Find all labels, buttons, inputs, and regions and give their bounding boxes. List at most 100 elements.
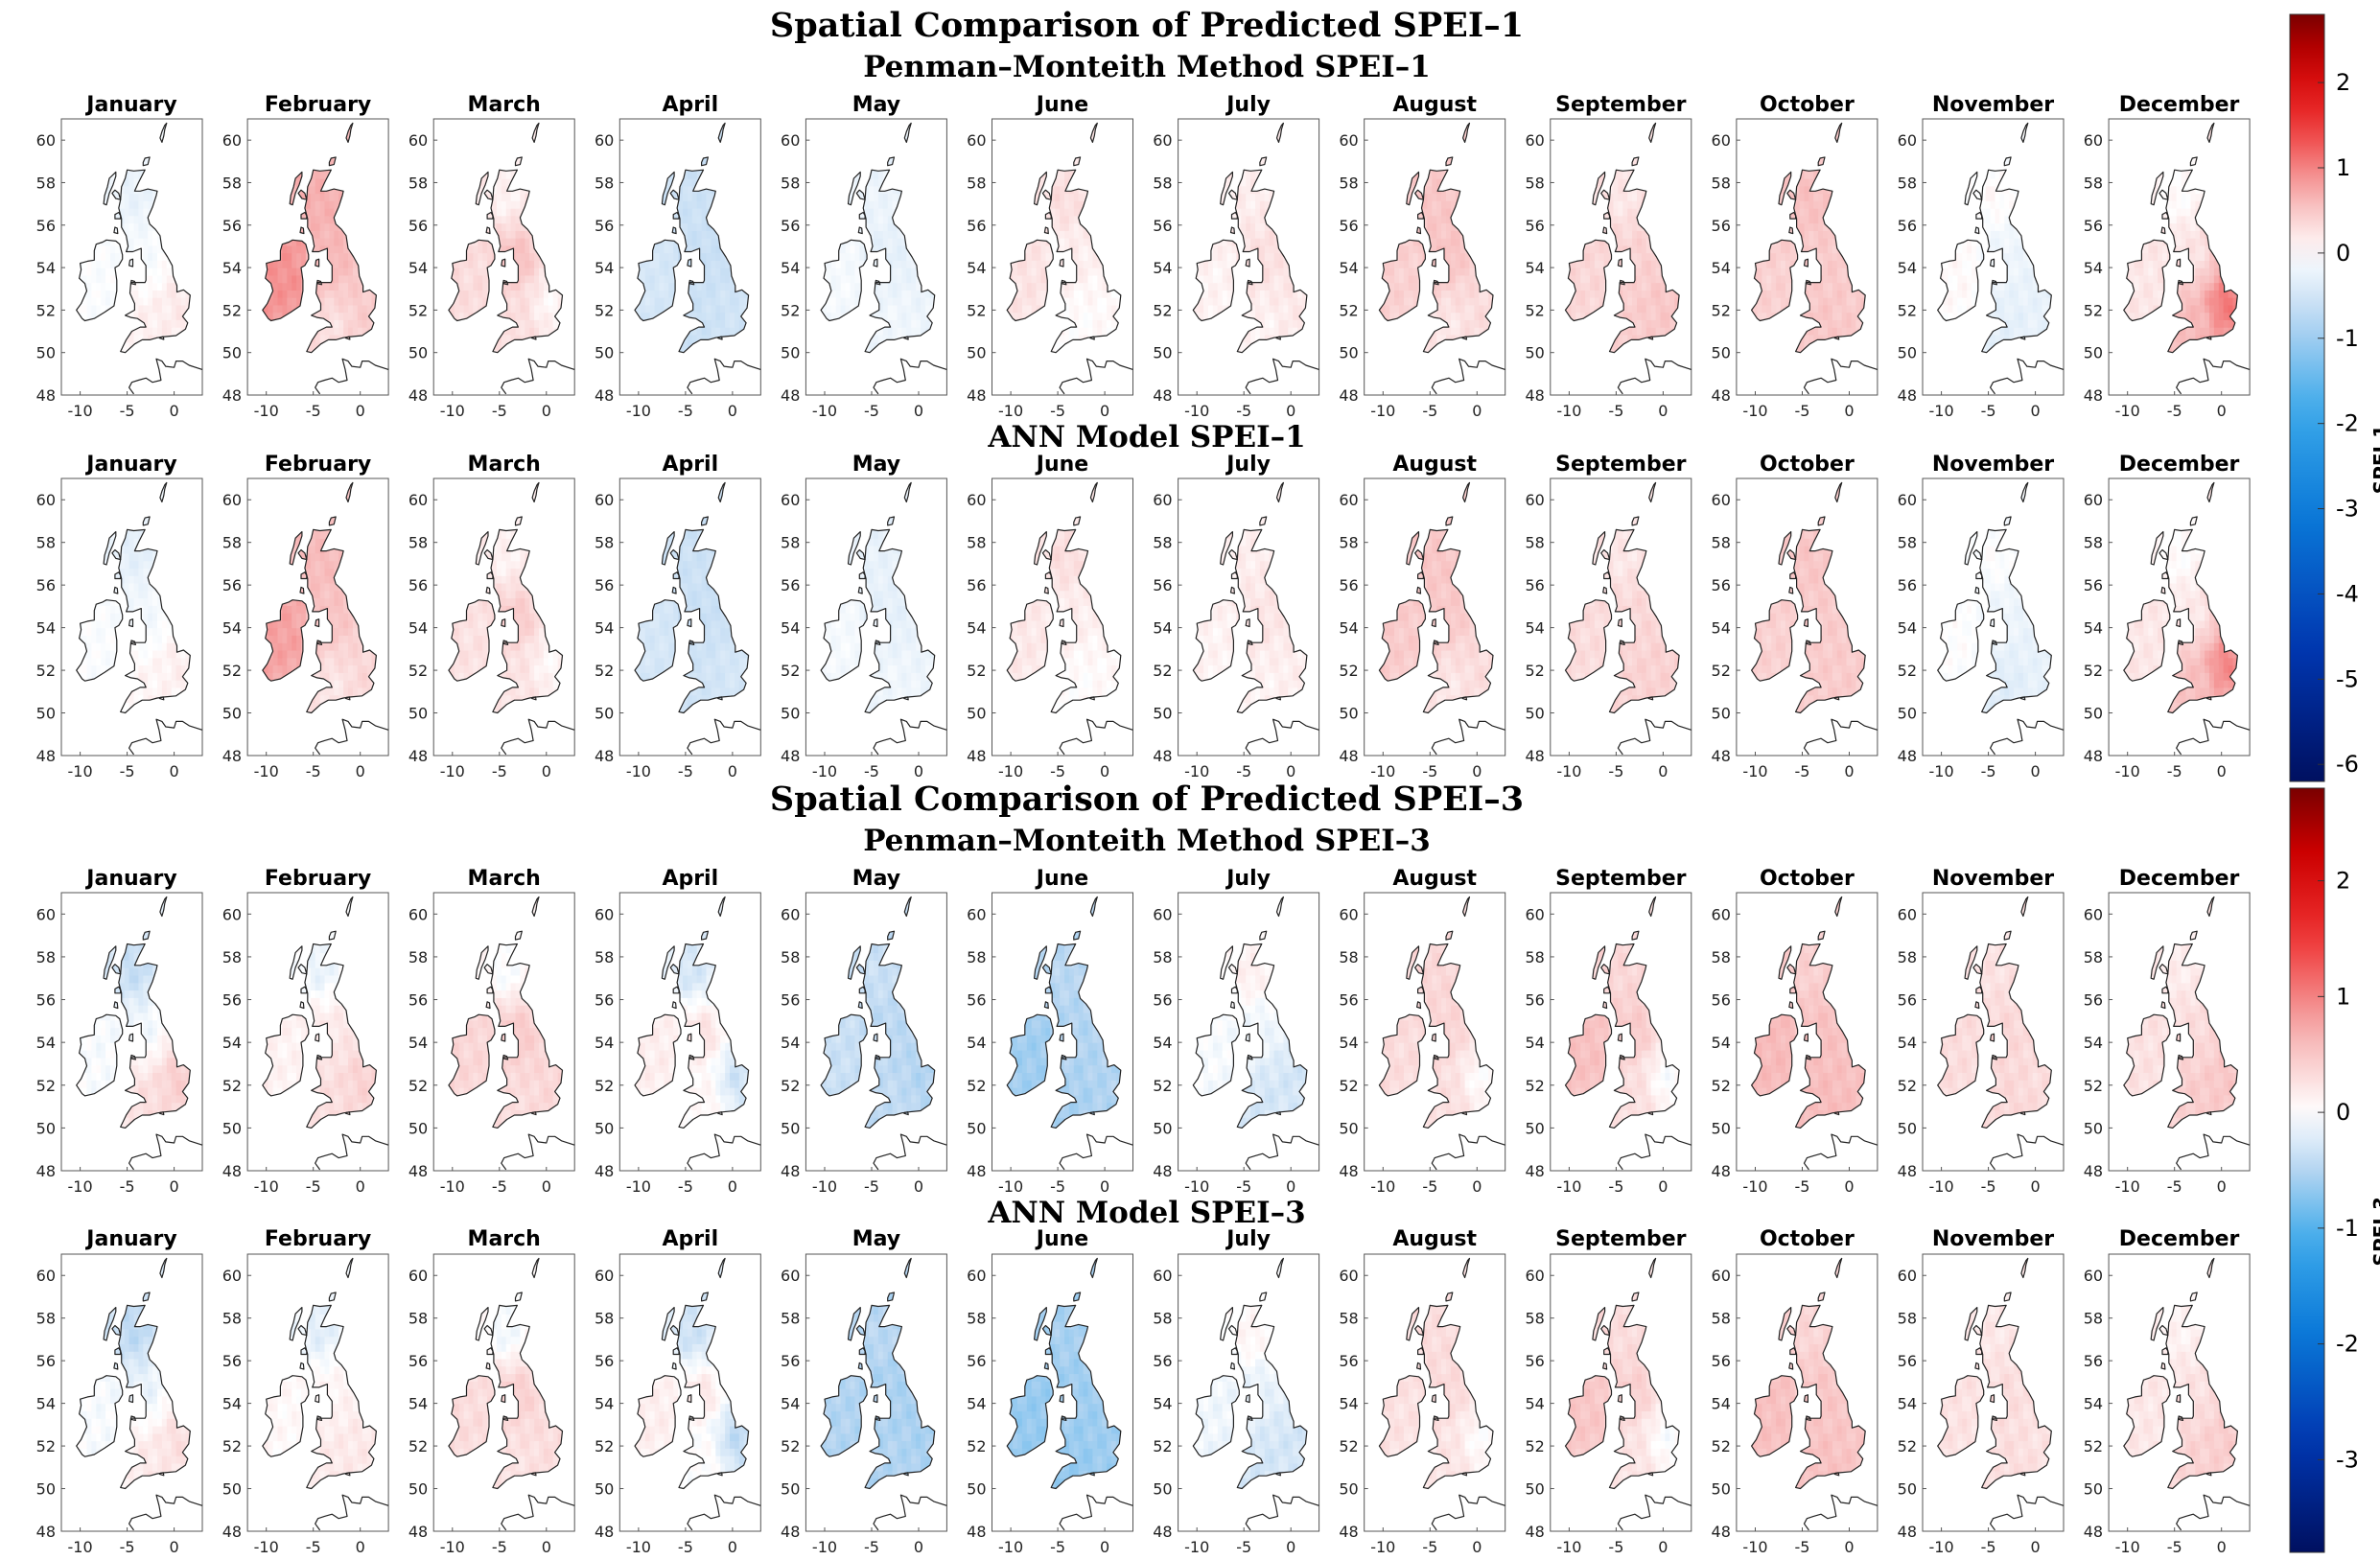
- field-cell: [1102, 215, 1108, 224]
- field-cell: [86, 126, 92, 135]
- field-cell: [1055, 290, 1061, 298]
- field-cell: [1031, 349, 1038, 353]
- field-cell: [473, 208, 478, 217]
- field-cell: [911, 222, 917, 231]
- field-cell: [1036, 319, 1042, 328]
- field-cell: [454, 163, 460, 172]
- field-cell: [458, 260, 465, 268]
- field-cell: [124, 185, 130, 195]
- field-cell: [935, 119, 941, 127]
- field-cell: [654, 238, 661, 246]
- field-cell: [114, 282, 121, 291]
- field-cell: [673, 260, 679, 268]
- field-cell: [282, 222, 288, 231]
- field-cell: [821, 238, 823, 246]
- field-cell: [882, 141, 889, 150]
- field-cell: [911, 341, 917, 350]
- field-cell: [929, 349, 935, 353]
- field-cell: [548, 268, 554, 276]
- field-cell: [96, 252, 102, 261]
- field-cell: [1092, 200, 1098, 209]
- field-cell: [492, 141, 498, 150]
- field-cell: [338, 260, 344, 268]
- field-cell: [105, 304, 111, 314]
- field-cell: [1102, 178, 1108, 187]
- field-cell: [711, 238, 716, 246]
- field-cell: [110, 274, 116, 284]
- field-cell: [874, 215, 879, 224]
- field-cell: [376, 238, 382, 245]
- field-cell: [482, 163, 488, 172]
- field-cell: [534, 178, 540, 187]
- field-cell: [505, 252, 512, 261]
- field-cell: [734, 274, 740, 284]
- field-cell: [720, 185, 726, 195]
- field-cell: [1064, 312, 1070, 320]
- field-cell: [468, 290, 474, 298]
- field-cell: [366, 215, 373, 224]
- field-cell: [649, 123, 656, 128]
- field-cell: [678, 155, 684, 165]
- field-cell: [711, 171, 716, 179]
- field-cell: [338, 163, 344, 172]
- field-cell: [1097, 327, 1103, 336]
- field-cell: [148, 222, 153, 231]
- field-cell: [1083, 282, 1089, 291]
- field-cell: [743, 282, 749, 291]
- field-cell: [96, 244, 102, 254]
- field-cell: [654, 141, 661, 150]
- field-cell: [449, 171, 455, 179]
- field-cell: [563, 349, 569, 357]
- field-cell: [835, 274, 842, 284]
- field-cell: [683, 230, 688, 239]
- field-cell: [640, 178, 646, 187]
- field-cell: [636, 178, 642, 187]
- field-cell: [166, 222, 173, 231]
- field-cell: [338, 274, 344, 284]
- field-cell: [1008, 171, 1014, 179]
- field-cell: [366, 222, 373, 231]
- field-cell: [1031, 268, 1038, 276]
- field-cell: [487, 178, 493, 187]
- field-cell: [548, 193, 554, 201]
- field-cell: [668, 290, 674, 298]
- field-cell: [687, 238, 693, 246]
- field-cell: [114, 312, 121, 320]
- field-cell: [449, 208, 455, 217]
- field-cell: [906, 268, 912, 276]
- field-cell: [897, 133, 902, 142]
- field-cell: [262, 208, 265, 217]
- field-cell: [343, 260, 349, 268]
- field-cell: [82, 327, 88, 336]
- field-cell: [76, 290, 79, 298]
- field-cell: [501, 149, 507, 157]
- field-cell: [691, 171, 698, 179]
- field-cell: [749, 216, 755, 223]
- field-cell: [1121, 186, 1127, 194]
- field-cell: [119, 200, 126, 209]
- field-cell: [171, 341, 177, 350]
- field-cell: [1115, 349, 1121, 353]
- field-cell: [749, 297, 755, 305]
- field-cell: [305, 215, 312, 224]
- field-cell: [827, 334, 832, 343]
- field-cell: [636, 230, 642, 239]
- field-cell: [458, 282, 465, 291]
- field-cell: [534, 341, 540, 350]
- field-cell: [1017, 274, 1023, 284]
- field-cell: [268, 215, 274, 224]
- field-cell: [329, 193, 335, 201]
- field-cell: [901, 163, 907, 172]
- field-cell: [935, 283, 941, 291]
- field-cell: [305, 260, 312, 268]
- field-cell: [520, 341, 525, 350]
- field-cell: [1026, 200, 1033, 209]
- field-cell: [268, 312, 274, 320]
- field-cell: [458, 274, 465, 284]
- field-cell: [635, 141, 637, 150]
- field-cell: [678, 282, 684, 291]
- field-cell: [501, 171, 507, 179]
- field-cell: [1060, 244, 1065, 254]
- field-cell: [287, 123, 292, 128]
- field-cell: [1021, 327, 1028, 336]
